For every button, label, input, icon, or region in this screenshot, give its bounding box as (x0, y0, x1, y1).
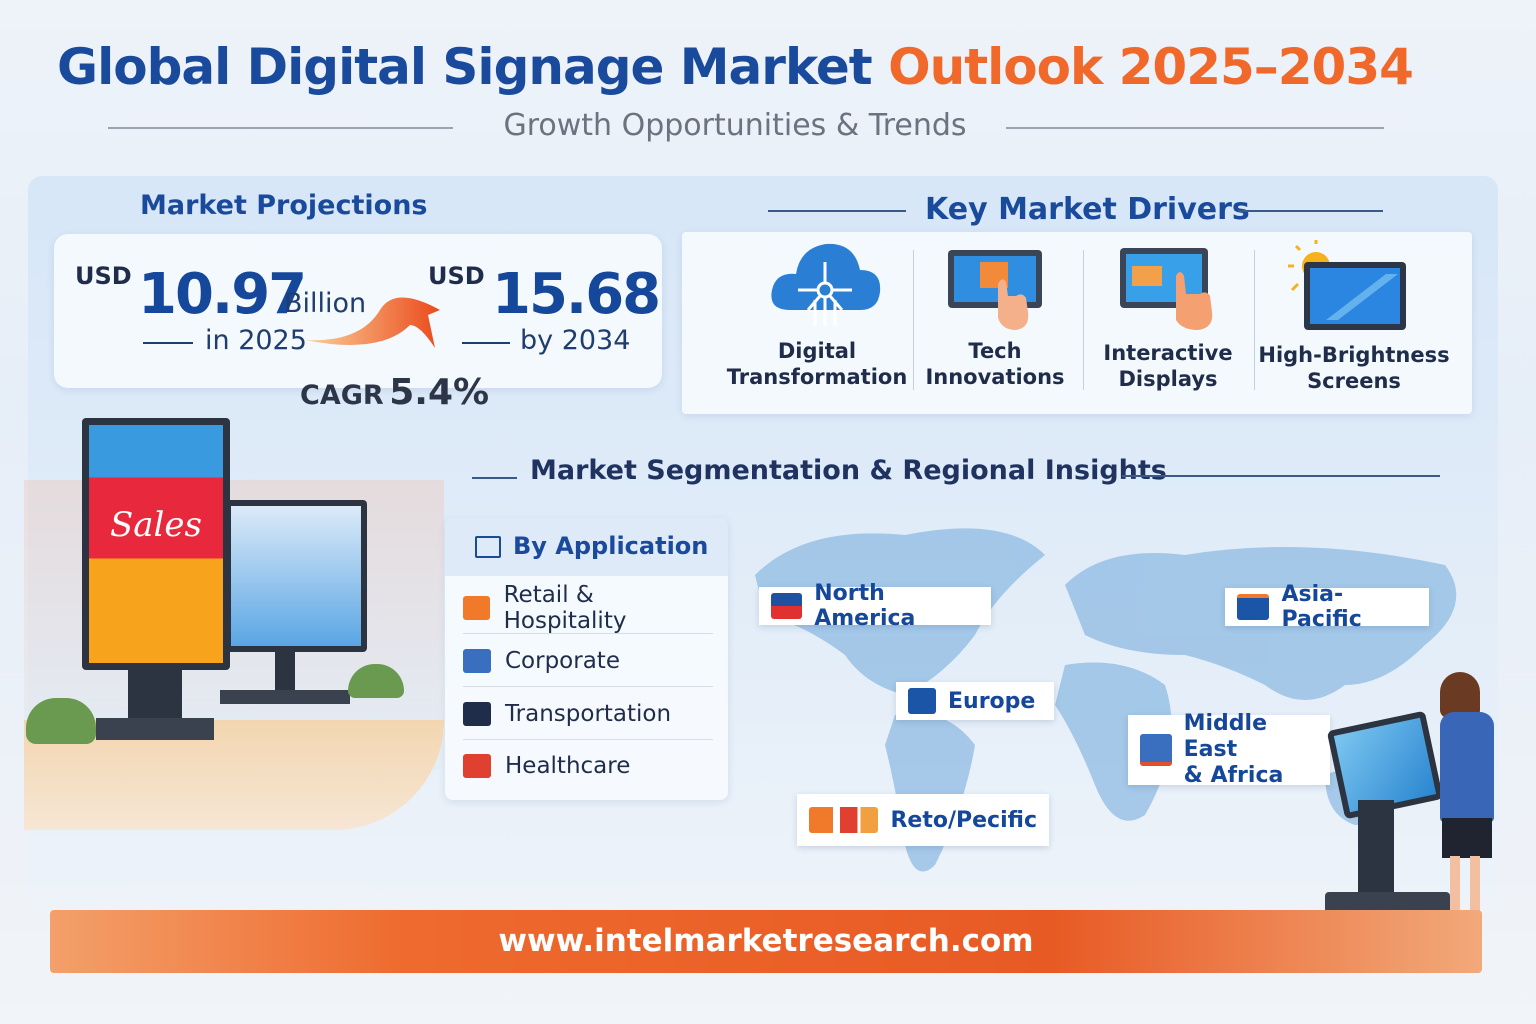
secondary-display (225, 500, 367, 652)
divider (768, 210, 906, 212)
divider (108, 127, 453, 129)
divider (1238, 210, 1383, 212)
page-title: Global Digital Signage Market Outlook 20… (0, 38, 1470, 96)
driver-tech-innovations: Tech Innovations (925, 339, 1065, 389)
bush (348, 664, 404, 698)
kiosk-stand (1358, 800, 1394, 900)
application-item: Corporate (463, 635, 713, 687)
projections-heading: Market Projections (140, 190, 428, 221)
office-people-icon (463, 648, 491, 673)
cagr-value: 5.4% (389, 372, 490, 413)
medical-cross-icon (463, 754, 491, 778)
subtitle: Growth Opportunities & Trends (503, 108, 967, 143)
segmentation-heading: Market Segmentation & Regional Insights (530, 455, 1167, 486)
sales-display: Sales (82, 418, 230, 670)
application-item: Retail & Hospitality (463, 582, 713, 634)
start-value: 10.97 (138, 262, 307, 327)
person-hair (1440, 672, 1480, 718)
divider (1122, 475, 1440, 477)
end-value: 15.68 (492, 262, 661, 327)
footer-url-banner[interactable]: www.intelmarketresearch.com (50, 910, 1482, 973)
growth-arrow-icon (305, 297, 440, 348)
cloud-network-icon (768, 240, 882, 332)
application-card: By Application Retail & Hospitality Corp… (445, 518, 728, 800)
divider (472, 477, 517, 479)
start-currency: USD (75, 262, 132, 290)
shopping-cart-icon (463, 595, 490, 620)
region-europe: Europe (896, 682, 1054, 720)
drivers-heading: Key Market Drivers (925, 192, 1250, 227)
application-item: Transportation (463, 688, 713, 740)
divider (462, 342, 510, 344)
flag-icon (771, 593, 803, 619)
start-unit: Billion (284, 288, 367, 319)
monitor-icon (475, 536, 501, 558)
touch-screen-icon (946, 248, 1046, 336)
projections-card (54, 234, 662, 388)
divider (143, 342, 193, 344)
cagr: CAGR 5.4% (300, 372, 489, 413)
cagr-label: CAGR (300, 380, 384, 411)
store-icon (809, 807, 879, 833)
region-other: Reto/Pecific (797, 794, 1049, 846)
bush (26, 698, 96, 744)
application-heading: By Application (513, 532, 709, 560)
title-highlight: Outlook 2025–2034 (888, 38, 1414, 96)
driver-digital-transformation: Digital Transformation (726, 339, 908, 389)
region-north-america: North America (759, 581, 991, 631)
driver-interactive-displays: Interactive Displays (1103, 341, 1233, 391)
bus-icon (463, 701, 491, 726)
person (1440, 712, 1494, 822)
driver-high-brightness: High-Brightness Screens (1258, 343, 1450, 393)
globe-clock-icon (908, 688, 936, 714)
flag-icon (1237, 594, 1270, 620)
website-link[interactable]: www.intelmarketresearch.com (498, 923, 1034, 959)
end-period: by 2034 (520, 325, 631, 356)
region-middle-east-africa: Middle East & Africa (1128, 711, 1330, 788)
start-period: in 2025 (205, 325, 307, 356)
bright-monitor-icon (1286, 240, 1410, 338)
sign-text: Sales (109, 505, 202, 545)
building-icon (1140, 734, 1172, 766)
region-asia-pacific: Asia-Pacific (1225, 582, 1429, 632)
title-main: Global Digital Signage Market (57, 38, 873, 96)
interactive-display-icon (1118, 246, 1218, 336)
application-item: Healthcare (463, 740, 713, 792)
divider (1006, 127, 1384, 129)
end-currency: USD (428, 262, 485, 290)
